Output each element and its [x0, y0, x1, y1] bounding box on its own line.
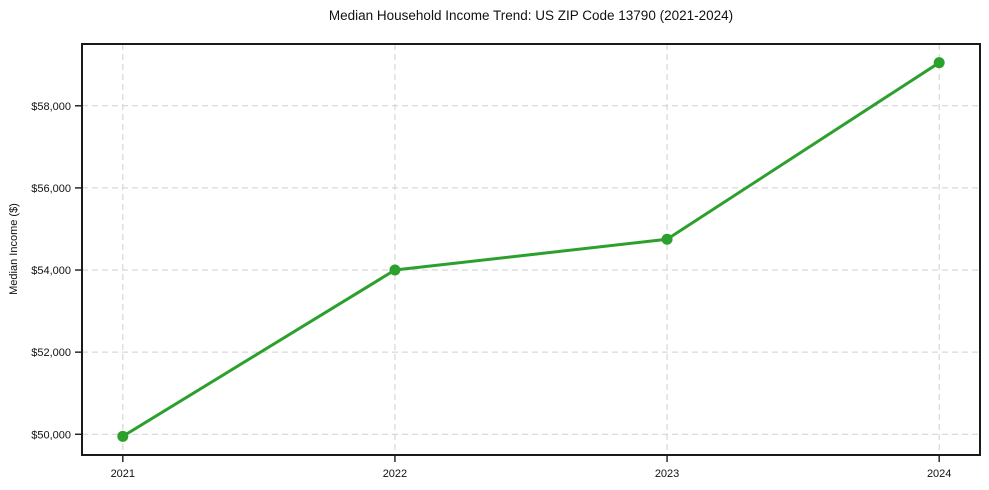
y-tick-label: $56,000 [31, 183, 71, 195]
x-tick-label: 2021 [111, 468, 135, 480]
y-tick-label: $52,000 [31, 347, 71, 359]
y-tick-label: $58,000 [31, 101, 71, 113]
y-tick-label: $50,000 [31, 429, 71, 441]
data-point-2024 [933, 57, 945, 69]
x-tick-label: 2024 [927, 468, 951, 480]
data-point-2022 [389, 264, 401, 276]
income-trend-line [121, 61, 941, 438]
y-tick-label: $54,000 [31, 265, 71, 277]
data-point-2021 [117, 430, 129, 442]
chart-title: Median Household Income Trend: US ZIP Co… [328, 8, 734, 23]
x-tick-label: 2023 [655, 468, 679, 480]
x-tick-label: 2022 [383, 468, 407, 480]
axes-frame [81, 43, 981, 456]
data-point-2023 [661, 233, 673, 245]
